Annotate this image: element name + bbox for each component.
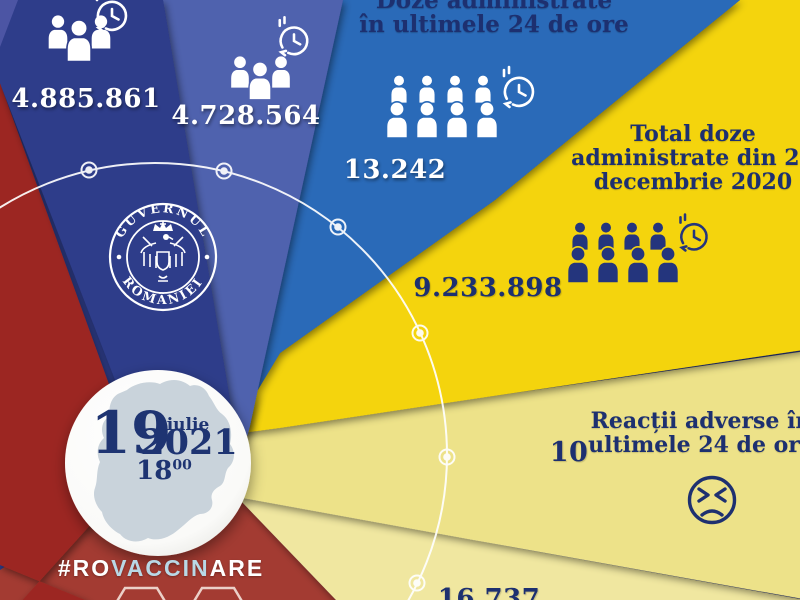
segment-cream-adverse (190, 351, 800, 599)
coat-of-arms-eagle (140, 221, 186, 282)
segment-blue-last24 (235, 0, 740, 430)
vaccine-vial-icons (116, 586, 243, 600)
segment-yellow-total (190, 0, 800, 440)
arc-dot (80, 161, 98, 179)
romania-map-silhouette (93, 380, 234, 542)
segment-navy-dose1 (0, 0, 240, 470)
dose1-value: 4.885.861 (11, 84, 161, 114)
total-doses-label-line2: administrate din 27 (571, 145, 800, 171)
date-hour-value: 18 (136, 456, 173, 486)
sad-face-icon (687, 475, 737, 525)
arc-dot (411, 324, 429, 342)
dose2-value: 4.728.564 (171, 101, 321, 131)
adverse-reactions-label: Reacții adverse în ultimele 24 de ore (588, 409, 800, 457)
hashtag-part2: VACCIN (111, 555, 210, 581)
arc-dot (408, 574, 426, 592)
total-doses-label-line3: decembrie 2020 (593, 169, 793, 195)
adverse-reactions-label-line1: Reacții adverse în (590, 408, 800, 434)
segment-cream-adverse-total (195, 465, 800, 600)
orbit-ring (0, 161, 456, 600)
total-doses-label: Total doze administrate din 27 decembrie… (571, 122, 800, 194)
rovaccinare-hashtag: #ROVACCINARE (58, 555, 264, 582)
date-minutes-value: 00 (172, 457, 192, 474)
last24-value: 13.242 (343, 155, 447, 185)
segment-slate-dose2 (163, 0, 343, 460)
adverse-reactions-value: 10 (549, 437, 589, 468)
adverse-total-value: 16.737 (437, 584, 541, 600)
hashtag-part1: #RO (57, 555, 112, 581)
total-doses-value: 9.233.898 (413, 273, 563, 303)
adverse-reactions-label-line2: ultimele 24 de ore (588, 432, 800, 458)
vaccine-vial-icon (193, 586, 243, 600)
page-title-line1: Doze administrate (375, 0, 613, 14)
date-hour: 1800 (136, 458, 192, 484)
date-badge-circle (65, 370, 251, 556)
date-day: 19 (90, 399, 172, 467)
arc-dot (438, 448, 456, 466)
segment-indigo-sliver (0, 0, 18, 47)
page-title: Doze administrate în ultimele 24 de ore (359, 0, 628, 37)
hashtag-part3: ARE (209, 555, 265, 581)
arc-dot (215, 162, 233, 180)
vaccine-vial-icon (116, 586, 166, 600)
total-doses-label-line1: Total doze (630, 121, 756, 147)
date-year: 2021 (140, 422, 238, 463)
arc-dot (329, 218, 347, 236)
page-title-line2: în ultimele 24 de ore (359, 11, 629, 38)
date-month: iulie (166, 415, 210, 435)
